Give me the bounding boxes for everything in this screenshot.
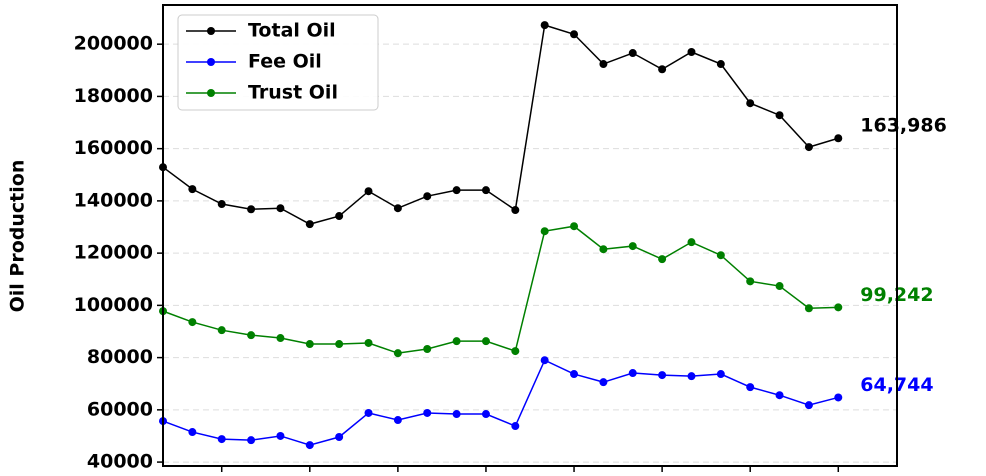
data-point: [335, 433, 344, 442]
data-point: [746, 383, 755, 392]
data-point: [775, 282, 784, 291]
data-point: [276, 431, 285, 440]
y-tick-label: 80000: [87, 346, 153, 368]
data-point: [423, 344, 432, 353]
data-point: [687, 372, 696, 381]
plot-frame: [162, 4, 898, 467]
data-point: [393, 204, 402, 213]
data-point: [452, 186, 461, 195]
legend-label: Fee Oil: [248, 51, 322, 73]
legend-marker: [207, 89, 215, 97]
data-point: [511, 206, 520, 215]
data-point: [247, 436, 256, 445]
data-point: [452, 410, 461, 419]
data-point: [247, 205, 256, 214]
data-point: [658, 255, 667, 264]
data-point: [716, 251, 725, 260]
y-tick-label: 180000: [74, 85, 153, 107]
data-point: [628, 49, 637, 58]
data-point: [364, 408, 373, 417]
data-point: [775, 391, 784, 400]
data-point: [716, 370, 725, 379]
data-point: [804, 143, 813, 152]
data-point: [804, 401, 813, 410]
data-point: [188, 428, 197, 437]
data-point: [775, 111, 784, 120]
legend-marker: [207, 58, 215, 66]
legend-label: Total Oil: [248, 20, 336, 42]
data-point: [276, 334, 285, 343]
data-point: [599, 245, 608, 254]
series-line: [162, 24, 839, 225]
data-point: [746, 99, 755, 108]
y-tick-label: 160000: [74, 137, 153, 159]
y-tick-label: 100000: [74, 294, 153, 316]
y-tick-label: 140000: [74, 189, 153, 211]
data-point: [188, 185, 197, 194]
data-point: [217, 326, 226, 335]
data-point: [305, 220, 314, 229]
data-point: [511, 422, 520, 431]
data-point: [217, 435, 226, 444]
data-point: [188, 318, 197, 327]
data-point: [364, 187, 373, 196]
legend-box: [177, 14, 379, 111]
data-point: [746, 277, 755, 286]
data-point: [247, 331, 256, 340]
data-point: [716, 60, 725, 69]
legend-marker: [207, 27, 215, 35]
series-line: [162, 359, 839, 446]
data-point: [423, 408, 432, 417]
data-point: [599, 378, 608, 387]
y-tick-label: 120000: [74, 242, 153, 264]
data-point: [687, 48, 696, 57]
data-point: [481, 337, 490, 346]
data-point: [599, 60, 608, 69]
data-point: [335, 212, 344, 221]
data-point: [452, 337, 461, 346]
data-point: [217, 200, 226, 209]
value-label: 163,986: [860, 115, 947, 137]
data-point: [540, 21, 549, 30]
series-line: [162, 225, 839, 354]
y-axis-label: Oil Production: [7, 160, 29, 313]
data-point: [658, 65, 667, 74]
data-point: [540, 356, 549, 365]
data-point: [628, 242, 637, 251]
data-point: [481, 186, 490, 195]
data-point: [628, 369, 637, 378]
data-point: [658, 371, 667, 380]
data-point: [570, 30, 579, 39]
data-point: [834, 393, 843, 402]
data-point: [570, 222, 579, 231]
y-tick-label: 60000: [87, 398, 153, 420]
y-tick-label: 200000: [74, 33, 153, 55]
data-point: [305, 340, 314, 349]
data-point: [393, 416, 402, 425]
data-point: [511, 347, 520, 356]
data-point: [481, 410, 490, 419]
data-point: [335, 340, 344, 349]
legend-label: Trust Oil: [248, 82, 338, 104]
data-point: [393, 349, 402, 358]
data-point: [834, 134, 843, 143]
data-point: [276, 204, 285, 213]
data-point: [423, 192, 432, 201]
data-point: [804, 304, 813, 313]
data-point: [834, 303, 843, 312]
data-point: [540, 227, 549, 236]
y-tick-label: 40000: [87, 451, 153, 473]
data-point: [570, 370, 579, 379]
data-point: [364, 338, 373, 347]
data-point: [305, 441, 314, 450]
data-point: [687, 238, 696, 247]
